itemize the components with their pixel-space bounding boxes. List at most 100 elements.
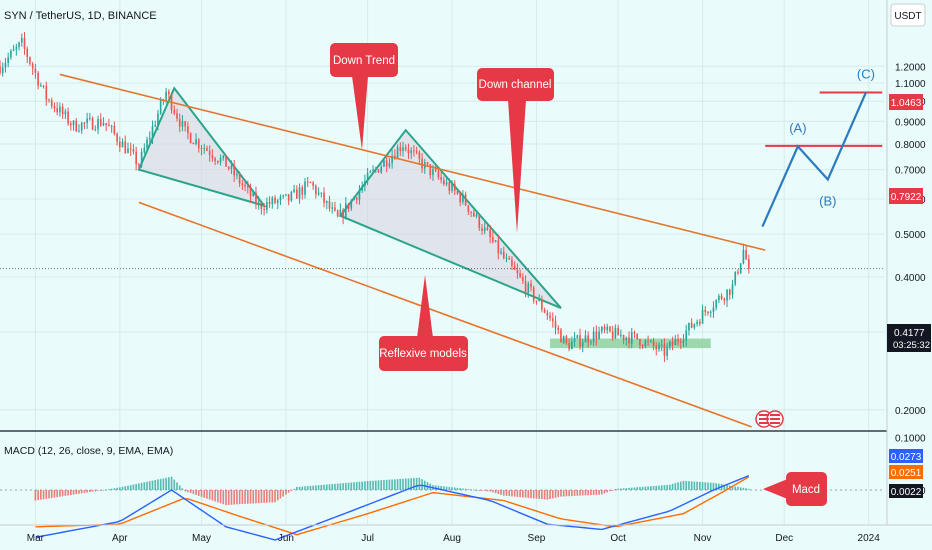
us-event-flags[interactable] — [755, 410, 784, 428]
macd-histogram-bar — [399, 478, 402, 490]
candle-up — [151, 126, 154, 138]
macd-histogram-bar — [481, 490, 483, 491]
currency-label[interactable]: USDT — [894, 11, 921, 22]
candle-up — [715, 300, 717, 308]
price-tick-label: 0.9000 — [895, 117, 926, 128]
candle-down — [295, 189, 298, 199]
macd-histogram-bar — [718, 483, 720, 490]
candle-down — [132, 149, 135, 152]
macd-histogram-bar — [464, 488, 467, 490]
candle-up — [59, 106, 61, 113]
candle-up — [432, 169, 434, 176]
candle-down — [189, 133, 192, 143]
macd-histogram-bar — [304, 486, 306, 490]
candle-up — [674, 339, 677, 346]
macd-histogram-bar — [336, 483, 339, 490]
macd-histogram-bar — [176, 482, 178, 490]
candles — [0, 32, 750, 363]
upper-channel-line — [59, 73, 766, 251]
macd-histogram-bar — [739, 487, 742, 490]
macd-histogram-bar — [590, 490, 592, 496]
candle-up — [364, 181, 366, 187]
macd-histogram-bar — [105, 489, 108, 491]
candle-down — [554, 321, 557, 328]
candle-down — [255, 192, 257, 205]
candle-up — [331, 207, 334, 209]
candle-up — [581, 342, 584, 347]
candle-up — [573, 337, 576, 342]
macd-histogram-bar — [579, 490, 581, 496]
macd-histogram-bar — [483, 490, 486, 491]
currency-box[interactable] — [890, 3, 926, 27]
macd-histogram-bar — [366, 481, 369, 490]
price-tick-label: 0.2000 — [895, 406, 926, 417]
support-zone — [550, 338, 711, 349]
macd-histogram-bar — [219, 490, 222, 504]
candle-down — [26, 48, 29, 58]
macd-histogram-bar — [524, 490, 527, 498]
candle-up — [146, 139, 148, 149]
macd-histogram-bar — [342, 483, 344, 490]
candle-down — [37, 72, 39, 86]
histogram-value: 0.0022 — [891, 487, 922, 498]
macd-histogram-bar — [312, 485, 314, 490]
macd-histogram-bar — [268, 490, 271, 503]
candle-down — [633, 332, 636, 334]
macd-histogram-bar — [48, 490, 50, 499]
macd-histogram-bar — [701, 482, 704, 490]
macd-histogram-bar — [34, 490, 37, 501]
candle-up — [1, 67, 4, 74]
candle-down — [241, 183, 244, 186]
candle-down — [663, 344, 666, 356]
macd-histogram-bar — [244, 490, 246, 504]
macd-histogram-bar — [227, 490, 230, 505]
candle-up — [94, 129, 97, 131]
candle-down — [497, 240, 500, 254]
candle-up — [89, 117, 91, 119]
macd-histogram-bar — [532, 490, 535, 499]
macd-histogram-bar — [674, 483, 677, 490]
candle-down — [421, 158, 423, 169]
callout-down-trend-label: Down Trend — [333, 55, 395, 67]
candle-up — [282, 195, 285, 197]
macd-histogram-bar — [391, 479, 393, 490]
time-tick-label: Nov — [694, 533, 712, 544]
macd-histogram-bar — [40, 490, 42, 500]
candle-up — [230, 165, 233, 169]
candle-down — [249, 186, 252, 197]
macd-histogram-bar — [633, 487, 636, 490]
macd-histogram-bar — [184, 490, 186, 492]
symbol-label[interactable]: SYN / TetherUS, 1D, BINANCE — [4, 10, 157, 22]
macd-histogram-bar — [274, 490, 276, 503]
candle-down — [492, 237, 494, 242]
candle-down — [459, 193, 462, 203]
macd-histogram-bar — [658, 485, 660, 490]
macd-histogram-bar — [75, 490, 78, 495]
candle-down — [187, 126, 189, 134]
macd-histogram-bar — [187, 490, 189, 493]
macd-histogram-bar — [369, 480, 372, 490]
projected-wave — [761, 91, 867, 228]
candle-down — [124, 141, 127, 154]
candle-up — [734, 271, 737, 285]
candle-up — [658, 344, 660, 350]
candle-down — [129, 148, 132, 150]
candle-down — [233, 165, 236, 176]
candle-up — [396, 147, 399, 159]
macd-histogram-bar — [655, 485, 658, 490]
callout-down-channel-label: Down channel — [479, 79, 552, 91]
macd-histogram-bar — [72, 490, 75, 495]
macd-histogram-bar — [541, 490, 543, 500]
candle-up — [693, 324, 696, 328]
candle-up — [451, 183, 453, 191]
candle-down — [260, 202, 263, 210]
macd-histogram-bar — [731, 485, 734, 490]
candle-up — [4, 62, 7, 68]
macd-histogram-bar — [666, 484, 668, 490]
macd-histogram-bar — [110, 488, 113, 490]
macd-histogram-bar — [516, 490, 519, 497]
macd-histogram-bar — [195, 490, 197, 495]
macd-histogram-bar — [168, 477, 170, 490]
macd-histogram-bar — [358, 481, 361, 490]
